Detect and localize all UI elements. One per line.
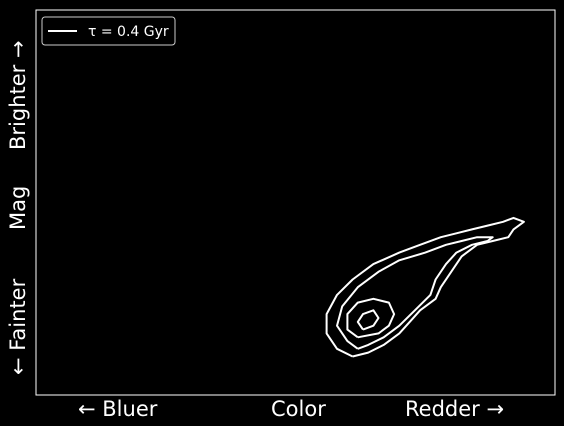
x-label-center: Color: [271, 397, 326, 421]
contour-group: [325, 216, 525, 358]
plot-area: [35, 9, 556, 396]
x-label-left: ← Bluer: [78, 397, 158, 421]
y-label-bottom: ← Fainter: [6, 278, 30, 375]
contour-level-1: [325, 216, 525, 358]
contour-level-3: [346, 297, 396, 339]
y-label-top: Brighter →: [6, 40, 30, 150]
x-label-right: Redder →: [405, 397, 504, 421]
y-label-center: Mag: [6, 186, 30, 230]
contour-level-4: [356, 309, 380, 331]
legend-box: [41, 16, 176, 46]
legend-label: τ = 0.4 Gyr: [88, 24, 169, 40]
contour-level-2: [336, 236, 494, 350]
legend: τ = 0.4 Gyr: [41, 16, 176, 46]
